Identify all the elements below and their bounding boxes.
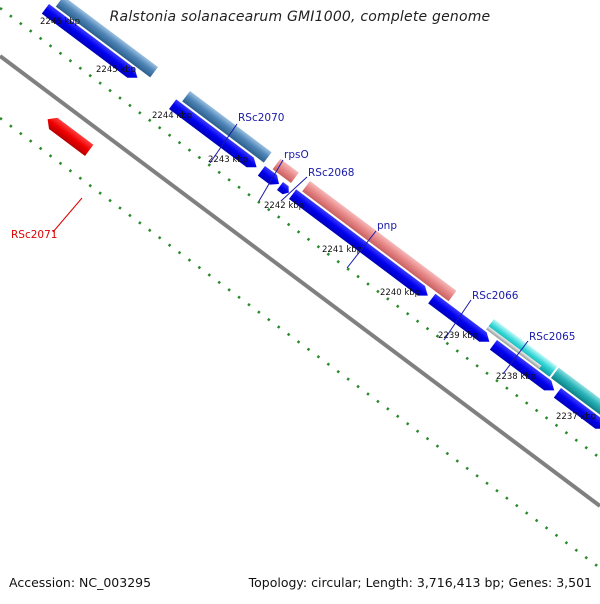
gene-block[interactable] [486,326,542,370]
page-title: Ralstonia solanacearum GMI1000, complete… [109,9,491,25]
cds-arrow[interactable] [489,340,558,395]
tick-label: 2246 kbp [40,17,80,27]
gene-label[interactable]: pnp [377,220,397,232]
leader-line [443,299,472,341]
cds-arrow[interactable] [168,99,260,172]
gene-label[interactable]: RSc2066 [472,290,519,302]
tick-label: 2242 kbp [264,201,304,211]
cds-arrow[interactable] [288,189,431,300]
tick-label: 2239 kbp [438,331,478,341]
tick-label: 2241 kbp [322,245,362,255]
cds-arrow[interactable] [276,182,292,197]
reverse-cds-arrow[interactable] [43,114,94,157]
cds-arrow[interactable] [257,166,283,189]
cds-arrow[interactable] [41,4,141,83]
gene-block[interactable] [55,0,158,78]
gene-label[interactable]: RSc2071 [11,229,57,241]
tick-labels: 2246 kbp 2245 kbp 2244 kbp 2243 kbp 2242… [40,17,596,422]
feature-track [41,0,600,434]
leader-line [280,176,308,202]
gene-labels: RSc2070 rpsO RSc2068 pnp RSc2066 RSc2065… [11,112,575,343]
gene-block[interactable] [182,91,272,163]
accession-label: Accession: NC_003295 [9,575,152,590]
leader-line [209,123,238,164]
leader-line [52,197,83,233]
leader-line [502,340,529,375]
gene-block[interactable] [272,158,299,184]
tick-guide-lower [0,116,600,570]
gene-label[interactable]: RSc2068 [308,167,354,179]
gene-block[interactable] [550,367,600,416]
genome-summary: Topology: circular; Length: 3,716,413 bp… [248,575,592,590]
gene-label[interactable]: RSc2065 [529,331,575,343]
tick-label: 2245 kbp [96,65,136,75]
leader-line [258,159,284,202]
tick-label: 2237 kbp [556,412,596,422]
leader-line [346,230,377,269]
tick-label: 2244 kbp [152,111,192,121]
gene-block[interactable] [486,319,558,377]
gene-block[interactable] [302,181,457,302]
tick-label: 2238 kbp [496,372,536,382]
tick-label: 2243 kbp [208,155,248,165]
genome-backbone [0,54,600,508]
cds-arrow[interactable] [553,388,600,434]
label-leaders [52,123,529,375]
tick-label: 2240 kbp [380,288,420,298]
gene-label[interactable]: rpsO [284,149,309,161]
tick-guide-upper [0,6,600,460]
gene-label[interactable]: RSc2070 [238,112,284,124]
